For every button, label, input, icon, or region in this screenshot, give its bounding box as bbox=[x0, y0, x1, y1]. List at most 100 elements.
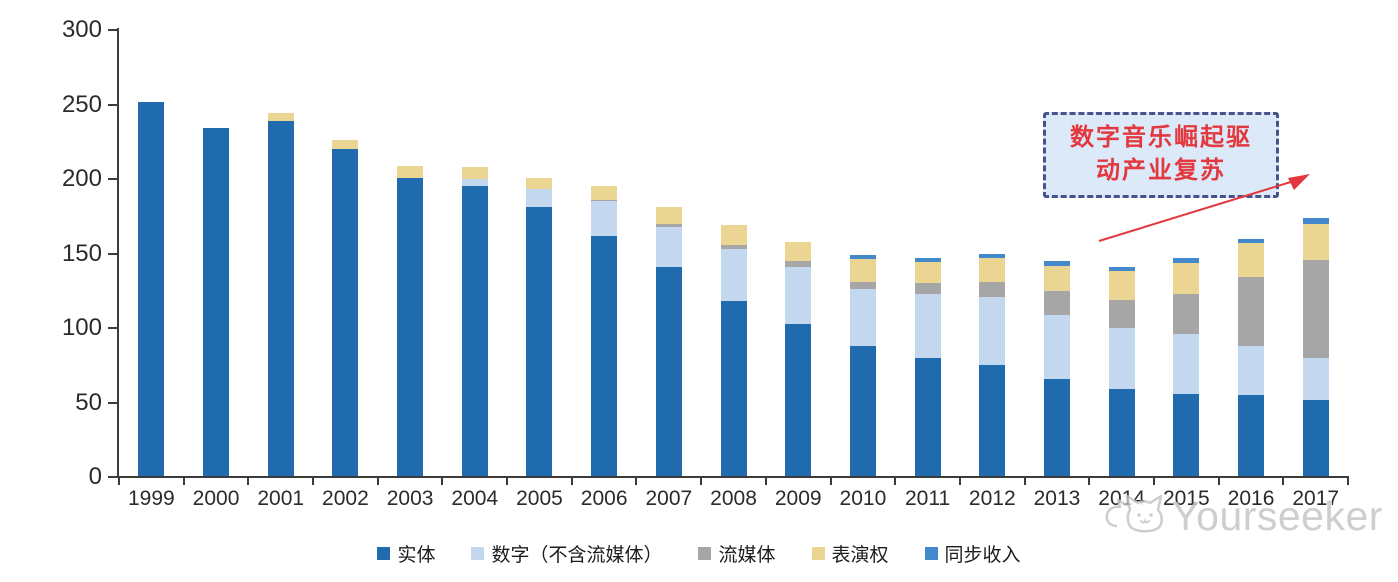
bar-column-2006 bbox=[572, 30, 637, 477]
y-tick-250 bbox=[108, 103, 117, 106]
legend-swatch-icon-performance-rights bbox=[811, 547, 825, 560]
bar-segment-physical-2017 bbox=[1302, 399, 1329, 477]
x-label-2013: 2013 bbox=[1033, 487, 1081, 510]
x-label-2012: 2012 bbox=[968, 487, 1016, 510]
stacked-bar-2013 bbox=[1043, 261, 1070, 477]
bar-segment-performance-rights-2007 bbox=[655, 207, 682, 224]
annotation-box: 数字音乐崛起驱 动产业复苏 bbox=[1043, 112, 1279, 198]
bar-segment-digital-ex-streaming-2012 bbox=[979, 296, 1006, 366]
x-tick-6 bbox=[506, 478, 509, 485]
bar-segment-physical-2005 bbox=[526, 207, 553, 477]
stacked-bar-2001 bbox=[267, 113, 294, 477]
bar-segment-digital-ex-streaming-2009 bbox=[785, 266, 812, 324]
stacked-bar-2014 bbox=[1108, 266, 1135, 477]
bar-segment-physical-2009 bbox=[785, 323, 812, 477]
bars-area bbox=[119, 30, 1348, 477]
x-label-2008: 2008 bbox=[710, 487, 757, 510]
bar-segment-performance-rights-2011 bbox=[914, 262, 941, 284]
bar-segment-streaming-2006 bbox=[591, 199, 618, 202]
y-tick-label-50: 50 bbox=[75, 388, 102, 416]
bar-segment-performance-rights-2006 bbox=[591, 186, 618, 200]
stacked-bar-2012 bbox=[979, 253, 1006, 477]
bar-segment-digital-ex-streaming-2004 bbox=[461, 178, 488, 187]
bar-segment-physical-2011 bbox=[914, 357, 941, 477]
bar-segment-physical-2000 bbox=[203, 128, 230, 477]
stacked-bar-2008 bbox=[720, 225, 747, 477]
x-tick-1 bbox=[182, 478, 185, 485]
bar-column-1999 bbox=[119, 30, 184, 477]
stacked-bar-2005 bbox=[526, 177, 553, 477]
x-label-1999: 1999 bbox=[127, 487, 175, 510]
x-tick-12 bbox=[894, 478, 897, 485]
legend-swatch-icon-digital-ex-streaming bbox=[471, 547, 485, 560]
stacked-bar-2016 bbox=[1238, 238, 1265, 477]
bar-column-2009 bbox=[766, 30, 831, 477]
x-tick-17 bbox=[1217, 478, 1220, 485]
x-tick-2 bbox=[247, 478, 250, 485]
x-tick-7 bbox=[570, 478, 573, 485]
legend-label-digital-ex-streaming: 数字（不含流媒体） bbox=[491, 545, 663, 566]
bar-segment-streaming-2014 bbox=[1108, 299, 1135, 329]
x-tick-18 bbox=[1282, 478, 1285, 485]
x-label-2015: 2015 bbox=[1162, 487, 1210, 510]
bar-segment-physical-2004 bbox=[461, 186, 488, 477]
x-label-2000: 2000 bbox=[192, 487, 240, 510]
bar-segment-physical-2002 bbox=[332, 149, 359, 477]
bar-segment-physical-2003 bbox=[397, 177, 424, 477]
bar-segment-digital-ex-streaming-2014 bbox=[1108, 328, 1135, 390]
bar-column-2003 bbox=[378, 30, 443, 477]
x-tick-15 bbox=[1088, 478, 1091, 485]
bar-column-2016 bbox=[1219, 30, 1284, 477]
x-tick-5 bbox=[441, 478, 444, 485]
bar-column-2014 bbox=[1089, 30, 1154, 477]
x-label-2003: 2003 bbox=[386, 487, 434, 510]
legend-item-physical: 实体 bbox=[377, 540, 435, 567]
stacked-bar-2000 bbox=[203, 128, 230, 477]
x-label-2002: 2002 bbox=[322, 487, 369, 510]
x-axis bbox=[109, 476, 1349, 478]
bar-segment-streaming-2013 bbox=[1043, 290, 1070, 315]
x-label-2010: 2010 bbox=[839, 487, 887, 510]
bar-segment-performance-rights-2013 bbox=[1043, 265, 1070, 291]
bar-segment-performance-rights-2009 bbox=[785, 241, 812, 261]
x-tick-13 bbox=[958, 478, 961, 485]
y-axis bbox=[117, 28, 119, 478]
y-tick-300 bbox=[108, 29, 117, 31]
bar-column-2012 bbox=[960, 30, 1025, 477]
x-label-2007: 2007 bbox=[645, 487, 693, 510]
x-label-2005: 2005 bbox=[516, 487, 563, 510]
bar-segment-performance-rights-2001 bbox=[267, 113, 294, 121]
bar-segment-digital-ex-streaming-2005 bbox=[526, 189, 553, 208]
bar-segment-performance-rights-2012 bbox=[979, 258, 1006, 282]
x-label-2016: 2016 bbox=[1227, 487, 1275, 510]
bar-segment-streaming-2009 bbox=[785, 260, 812, 267]
bar-segment-streaming-2015 bbox=[1173, 293, 1200, 335]
y-tick-200 bbox=[108, 178, 117, 180]
bar-segment-digital-ex-streaming-2010 bbox=[849, 289, 876, 346]
x-tick-3 bbox=[312, 478, 315, 485]
stacked-bar-2002 bbox=[332, 140, 359, 477]
bar-segment-digital-ex-streaming-2008 bbox=[720, 249, 747, 302]
bar-segment-digital-ex-streaming-2017 bbox=[1302, 357, 1329, 400]
stacked-bar-2006 bbox=[591, 186, 618, 477]
bar-column-2015 bbox=[1154, 30, 1219, 477]
annotation-line-1: 数字音乐崛起驱 bbox=[1070, 125, 1252, 151]
bar-column-2007 bbox=[637, 30, 702, 477]
bar-segment-physical-2006 bbox=[591, 235, 618, 477]
x-label-2004: 2004 bbox=[451, 487, 499, 510]
y-tick-label-100: 100 bbox=[61, 314, 102, 341]
bar-segment-sync-2015 bbox=[1173, 258, 1200, 263]
bar-segment-streaming-2010 bbox=[849, 281, 876, 290]
bar-column-2001 bbox=[248, 30, 313, 477]
y-tick-label-250: 250 bbox=[61, 90, 102, 118]
x-tick-16 bbox=[1152, 478, 1155, 485]
bar-column-2000 bbox=[184, 30, 249, 477]
bar-segment-performance-rights-2004 bbox=[461, 167, 488, 179]
bar-segment-performance-rights-2005 bbox=[526, 177, 553, 190]
stacked-bar-2004 bbox=[461, 167, 488, 477]
bar-segment-performance-rights-2014 bbox=[1108, 271, 1135, 300]
x-label-2001: 2001 bbox=[257, 487, 305, 510]
legend-label-sync: 同步收入 bbox=[944, 545, 1021, 566]
bar-segment-streaming-2016 bbox=[1238, 277, 1265, 346]
bar-segment-digital-ex-streaming-2011 bbox=[914, 293, 941, 358]
